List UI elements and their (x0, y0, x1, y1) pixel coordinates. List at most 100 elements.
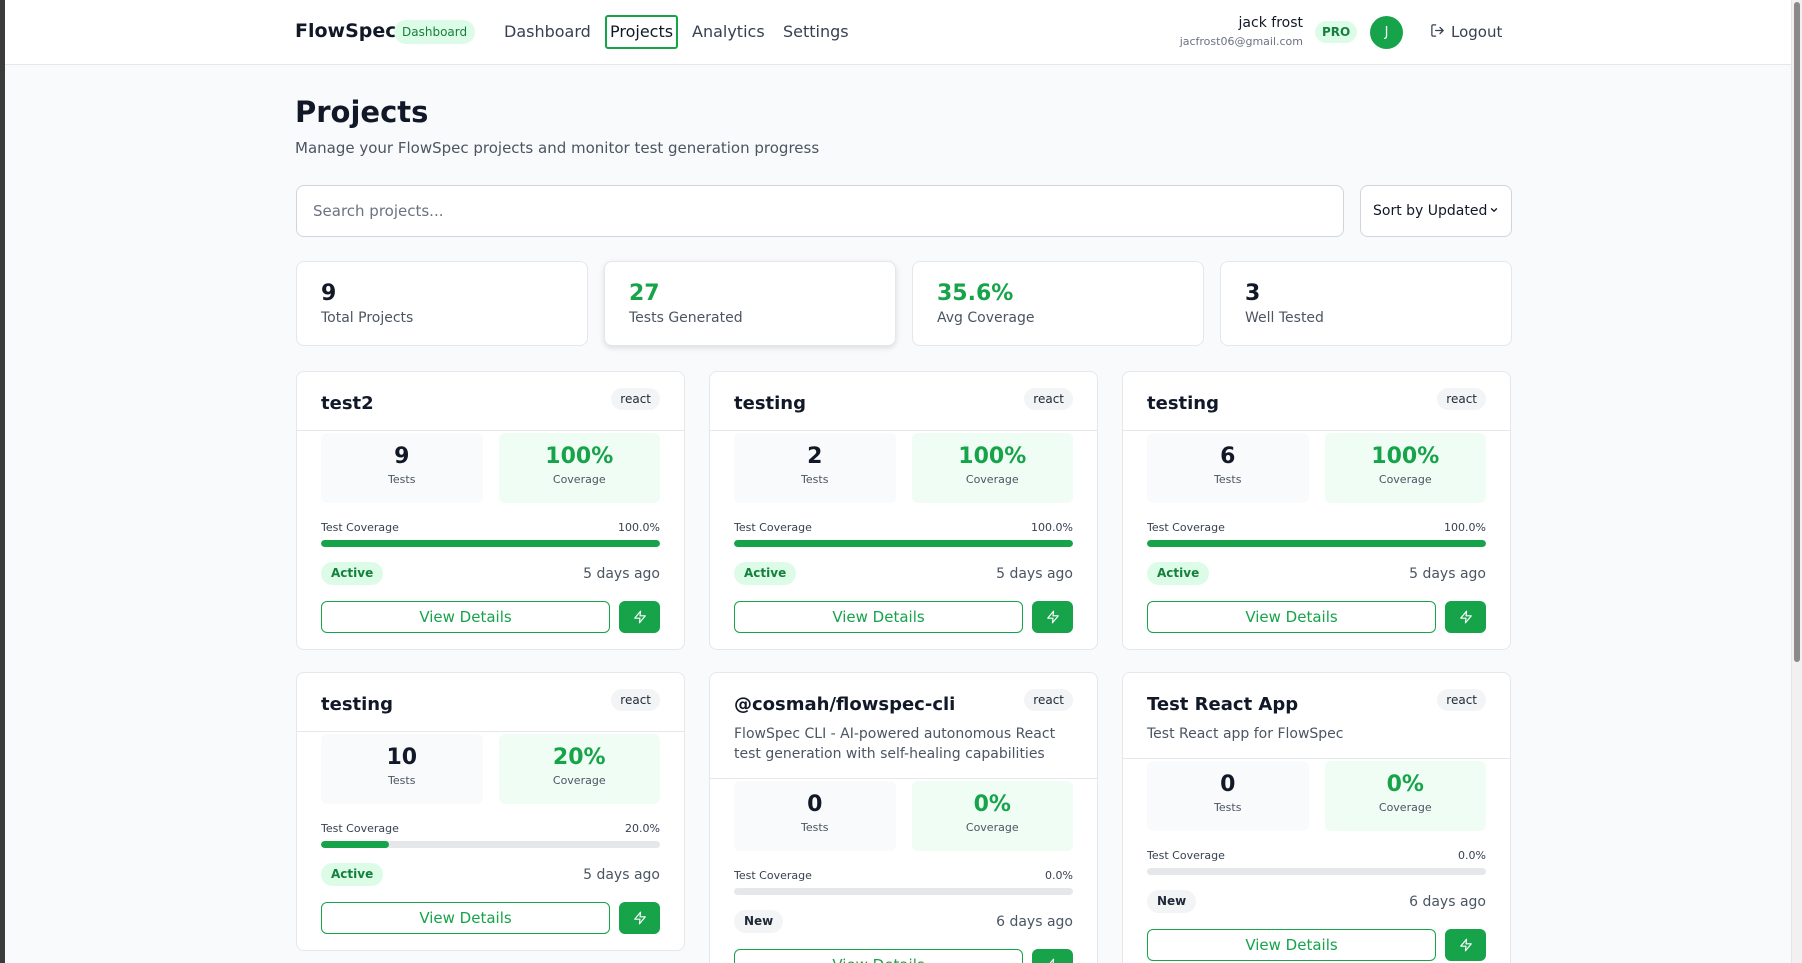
updated-time: 5 days ago (583, 565, 660, 582)
card-actions: View Details (297, 601, 684, 649)
tests-metric: 6 Tests (1147, 433, 1309, 503)
generate-tests-button[interactable] (1445, 601, 1486, 633)
coverage-value: 100% (1371, 444, 1440, 469)
logout-icon (1430, 23, 1445, 42)
project-name: testing (1147, 393, 1219, 414)
search-input[interactable] (296, 185, 1344, 237)
lightning-icon (633, 610, 647, 624)
coverage-progress-bar (1147, 868, 1486, 875)
coverage-label: Coverage (965, 821, 1019, 834)
tests-metric: 10 Tests (321, 734, 483, 804)
test-coverage-label: Test Coverage (1147, 521, 1225, 534)
coverage-percent: 0.0% (1458, 849, 1486, 862)
stat-label: Total Projects (321, 310, 414, 326)
sort-select[interactable]: Sort by Updated (1360, 185, 1512, 237)
project-card[interactable]: testing react 6 Tests 100% Coverage Test Cover… (1122, 371, 1511, 650)
project-name: testing (734, 393, 806, 414)
avatar[interactable]: J (1370, 16, 1403, 49)
coverage-row: Test Coverage 0.0% (1123, 849, 1510, 862)
coverage-percent: 20.0% (625, 822, 660, 835)
logout-button[interactable]: Logout (1430, 20, 1502, 44)
coverage-value: 20% (552, 745, 606, 770)
project-card[interactable]: testing react 2 Tests 100% Coverage Test Cover… (709, 371, 1098, 650)
coverage-value: 100% (545, 444, 614, 469)
status-badge: Active (1147, 562, 1210, 585)
stat-value: 9 (321, 281, 337, 306)
status-row: Active 5 days ago (710, 562, 1097, 585)
view-details-button[interactable]: View Details (1147, 929, 1436, 961)
brand-logo[interactable]: FlowSpec (295, 20, 397, 42)
user-email: jacfrost06@gmail.com (1179, 35, 1303, 48)
nav-projects[interactable]: Projects (605, 15, 679, 49)
tests-metric: 0 Tests (734, 781, 896, 851)
tests-count: 10 (386, 745, 418, 770)
view-details-button[interactable]: View Details (734, 601, 1023, 633)
scrollbar-thumb[interactable] (1794, 2, 1800, 662)
nav-settings[interactable]: Settings (783, 22, 849, 41)
tests-count: 9 (394, 444, 410, 469)
status-row: New 6 days ago (1123, 890, 1510, 913)
view-details-button[interactable]: View Details (734, 949, 1023, 963)
window-edge (0, 0, 5, 963)
coverage-progress-fill (321, 540, 660, 547)
nav-dashboard[interactable]: Dashboard (504, 22, 591, 41)
framework-badge: react (1437, 689, 1486, 711)
user-name: jack frost (1238, 15, 1303, 31)
view-details-button[interactable]: View Details (321, 601, 610, 633)
project-metrics: 0 Tests 0% Coverage (710, 779, 1097, 851)
view-details-button[interactable]: View Details (1147, 601, 1436, 633)
coverage-row: Test Coverage 100.0% (1123, 521, 1510, 534)
tests-count: 0 (807, 792, 823, 817)
brand-badge: Dashboard (394, 20, 476, 44)
project-card[interactable]: Test React App Test React app for FlowSpe… (1122, 672, 1511, 963)
status-badge: Active (734, 562, 797, 585)
updated-time: 5 days ago (996, 565, 1073, 582)
coverage-label: Coverage (1378, 801, 1432, 814)
generate-tests-button[interactable] (1445, 929, 1486, 961)
tests-metric: 2 Tests (734, 433, 896, 503)
tests-label: Tests (801, 473, 829, 486)
stat-tests-generated: 27 Tests Generated (604, 261, 896, 346)
generate-tests-button[interactable] (619, 902, 660, 934)
framework-badge: react (1024, 689, 1073, 711)
project-metrics: 9 Tests 100% Coverage (297, 431, 684, 503)
coverage-progress-fill (321, 841, 389, 848)
coverage-progress-bar (734, 888, 1073, 895)
stat-avg-coverage: 35.6% Avg Coverage (912, 261, 1204, 346)
generate-tests-button[interactable] (1032, 949, 1073, 963)
status-row: Active 5 days ago (297, 562, 684, 585)
tests-label: Tests (1214, 801, 1242, 814)
project-metrics: 2 Tests 100% Coverage (710, 431, 1097, 503)
framework-badge: react (611, 689, 660, 711)
coverage-value: 0% (1386, 772, 1424, 797)
coverage-value: 100% (958, 444, 1027, 469)
chevron-down-icon (1489, 203, 1499, 219)
scrollbar[interactable] (1791, 0, 1802, 963)
top-navbar: FlowSpec Dashboard Dashboard Projects An… (5, 0, 1791, 65)
nav-analytics[interactable]: Analytics (692, 22, 765, 41)
tests-count: 0 (1220, 772, 1236, 797)
stat-total-projects: 9 Total Projects (296, 261, 588, 346)
stat-label: Avg Coverage (937, 310, 1035, 326)
project-metrics: 0 Tests 0% Coverage (1123, 759, 1510, 831)
stat-well-tested: 3 Well Tested (1220, 261, 1512, 346)
test-coverage-label: Test Coverage (734, 869, 812, 882)
generate-tests-button[interactable] (1032, 601, 1073, 633)
project-metrics: 6 Tests 100% Coverage (1123, 431, 1510, 503)
coverage-percent: 0.0% (1045, 869, 1073, 882)
stat-value: 35.6% (937, 281, 1014, 306)
project-card[interactable]: test2 react 9 Tests 100% Coverage Test Coverag… (296, 371, 685, 650)
framework-badge: react (1437, 388, 1486, 410)
page-title: Projects (295, 95, 429, 129)
plan-badge: PRO (1315, 21, 1358, 43)
project-card-header: Test React App Test React app for FlowSpe… (1123, 673, 1510, 759)
view-details-button[interactable]: View Details (321, 902, 610, 934)
tests-count: 2 (807, 444, 823, 469)
project-card[interactable]: @cosmah/flowspec-cli FlowSpec CLI - AI-po… (709, 672, 1098, 963)
project-card[interactable]: testing react 10 Tests 20% Coverage Test Cover… (296, 672, 685, 951)
project-description: Test React app for FlowSpec (1147, 726, 1344, 742)
coverage-metric: 100% Coverage (1324, 433, 1486, 503)
generate-tests-button[interactable] (619, 601, 660, 633)
test-coverage-label: Test Coverage (321, 822, 399, 835)
tests-count: 6 (1220, 444, 1236, 469)
